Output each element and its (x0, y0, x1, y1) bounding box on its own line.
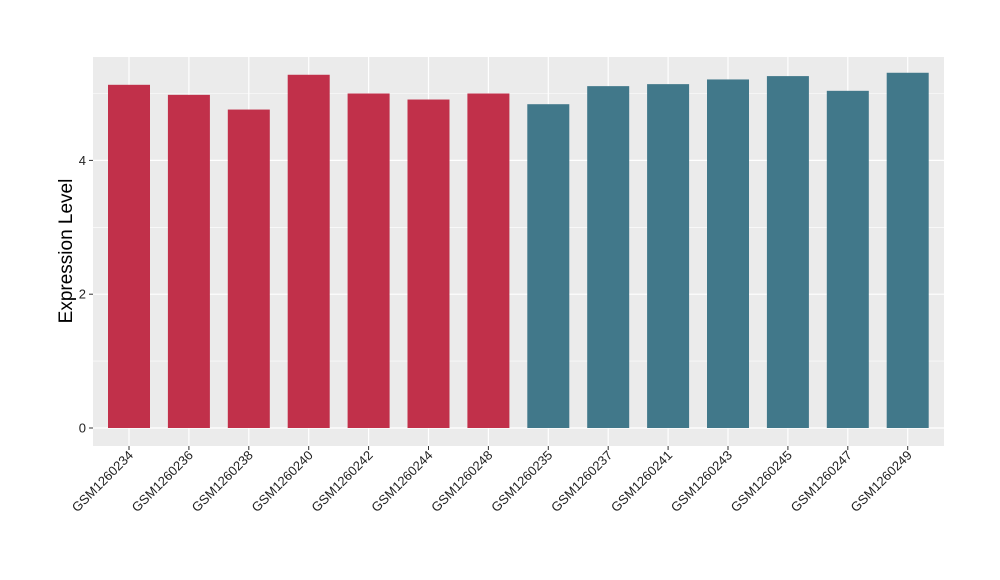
bar-GSM1260241 (647, 84, 690, 428)
bar-GSM1260244 (407, 99, 450, 428)
bar-GSM1260247 (826, 90, 869, 428)
plot-panel (93, 57, 944, 446)
x-tick-label: GSM1260237 (548, 448, 615, 515)
bars (108, 72, 929, 429)
x-tick-label: GSM1260244 (368, 448, 435, 515)
x-tick-label: GSM1260248 (428, 448, 495, 515)
x-tick-label: GSM1260234 (69, 448, 136, 515)
bar-GSM1260243 (707, 79, 749, 429)
x-tick-label: GSM1260245 (728, 448, 795, 515)
bar-GSM1260234 (108, 84, 150, 428)
y-axis-title: Expression Level (56, 179, 77, 324)
bar-GSM1260235 (527, 104, 570, 428)
bar-GSM1260240 (287, 74, 330, 428)
y-tick-label: 2 (79, 287, 86, 302)
x-tick-label: GSM1260247 (788, 448, 855, 515)
x-tick-label: GSM1260243 (668, 448, 735, 515)
bar-GSM1260245 (766, 76, 809, 428)
x-tick-label: GSM1260238 (189, 448, 256, 515)
y-axis: 0 2 4 (79, 153, 93, 436)
y-tick-label: 4 (79, 153, 86, 168)
bar-GSM1260237 (587, 86, 630, 429)
bar-GSM1260249 (886, 72, 929, 429)
bar-GSM1260248 (467, 93, 510, 428)
x-tick-label: GSM1260235 (488, 448, 555, 515)
x-tick-label: GSM1260242 (308, 448, 375, 515)
x-axis: GSM1260234GSM1260236GSM1260238GSM1260240… (69, 446, 915, 515)
bar-GSM1260236 (167, 94, 210, 428)
x-tick-label: GSM1260249 (847, 448, 914, 515)
x-tick-label: GSM1260236 (129, 448, 196, 515)
x-tick-label: GSM1260240 (248, 448, 315, 515)
bar-GSM1260242 (347, 93, 390, 428)
x-tick-label: GSM1260241 (608, 448, 675, 515)
bar-GSM1260238 (227, 109, 270, 428)
y-tick-label: 0 (79, 421, 86, 436)
